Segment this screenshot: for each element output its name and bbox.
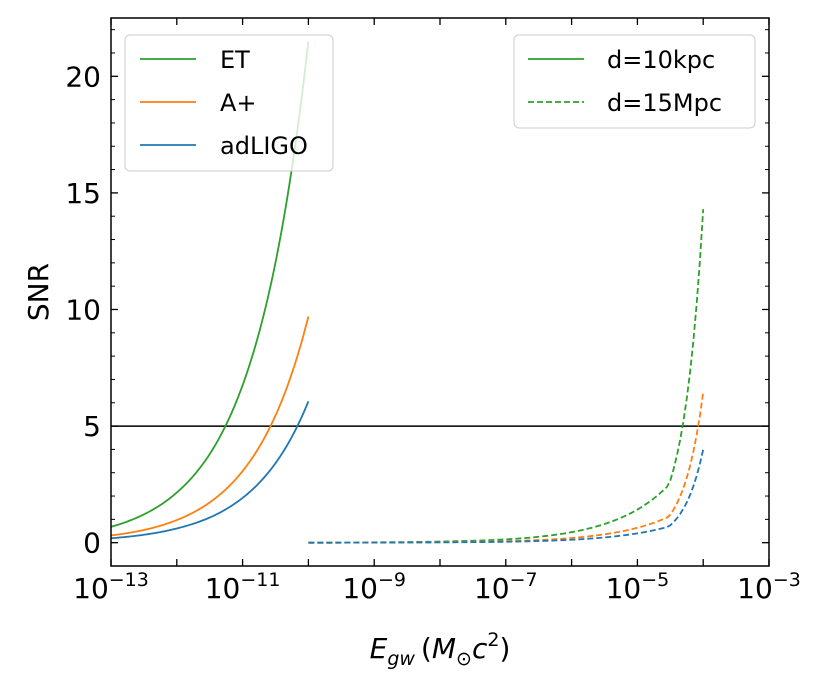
y-tick-label-4: 20 [65,60,101,93]
y-tick-label-1: 5 [83,410,101,443]
series-line-adligo-far [308,449,705,544]
series-layer [111,41,705,544]
legend-distances: d=10kpc d=15Mpc [513,34,756,129]
legend-detectors-box [124,34,334,172]
plot-frame [110,17,770,567]
x-tick-label-1: 10−11 [205,569,281,605]
legend-detectors: ET A+ adLIGO [124,34,334,172]
x-tick-label-2: 10−9 [342,569,406,605]
y-tick-labels: 0 5 10 15 20 [65,60,101,559]
x-tick-label-4: 10−5 [606,569,670,605]
y-tick-label-2: 10 [65,293,101,326]
legend-distances-label-1: d=15Mpc [607,89,722,117]
x-tick-label-0: 10−13 [73,569,149,605]
legend-distances-label-0: d=10kpc [607,46,715,74]
x-axis-title: Egw (M⊙c2) [370,629,511,670]
series-line-et-near [111,41,310,528]
y-tick-label-0: 0 [83,527,101,560]
x-tick-labels: 10−13 10−11 10−9 10−7 10−5 10−3 [73,569,801,605]
y-tick-label-3: 15 [65,177,101,210]
legend-detectors-label-0: ET [220,46,250,74]
y-axis-title: SNR [22,263,55,321]
x-tick-label-5: 10−3 [737,569,801,605]
legend-detectors-label-1: A+ [220,89,257,117]
x-tick-label-3: 10−7 [474,569,538,605]
legend-detectors-label-2: adLIGO [220,132,308,160]
series-line-adligo-near [111,401,310,540]
series-line-a-near [111,316,310,537]
